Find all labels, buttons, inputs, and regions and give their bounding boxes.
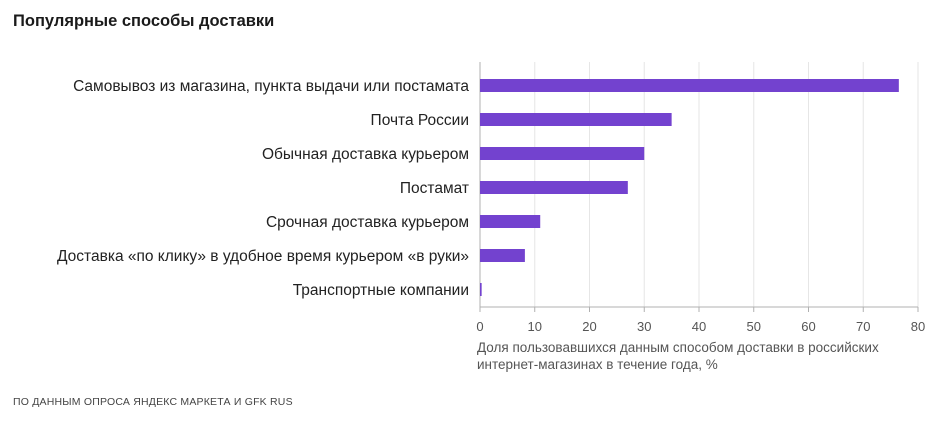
source-note: ПО ДАННЫМ ОПРОСА ЯНДЕКС МАРКЕТА И GFK RU… [13,396,293,408]
x-tick-label: 50 [747,319,761,334]
x-tick-label: 20 [582,319,596,334]
category-labels: Самовывоз из магазина, пункта выдачи или… [57,78,469,299]
x-tick-label: 80 [911,319,925,334]
x-tick-label: 0 [476,319,483,334]
category-label: Обычная доставка курьером [262,146,469,163]
x-tick-label: 60 [801,319,815,334]
bars [480,79,899,296]
category-label: Доставка «по клику» в удобное время курь… [57,248,469,265]
bar [480,113,672,126]
category-label: Постамат [400,180,469,197]
bar [480,215,541,228]
category-label: Срочная доставка курьером [266,214,469,231]
bar [480,249,525,262]
category-label: Транспортные компании [293,282,469,299]
category-label: Почта России [371,112,469,129]
x-tick-label: 10 [528,319,542,334]
x-axis-label: Доля пользовавшихся данным способом дост… [477,340,879,372]
bar [480,147,645,160]
x-tick-label: 30 [637,319,651,334]
bar [480,79,899,92]
bar [480,181,628,194]
x-axis: 0 10 20 30 40 50 60 70 80 [476,62,925,334]
chart-title: Популярные способы доставки [13,12,275,30]
bar [480,283,482,296]
x-tick-label: 70 [856,319,870,334]
x-tick-label: 40 [692,319,706,334]
category-label: Самовывоз из магазина, пункта выдачи или… [73,78,469,95]
